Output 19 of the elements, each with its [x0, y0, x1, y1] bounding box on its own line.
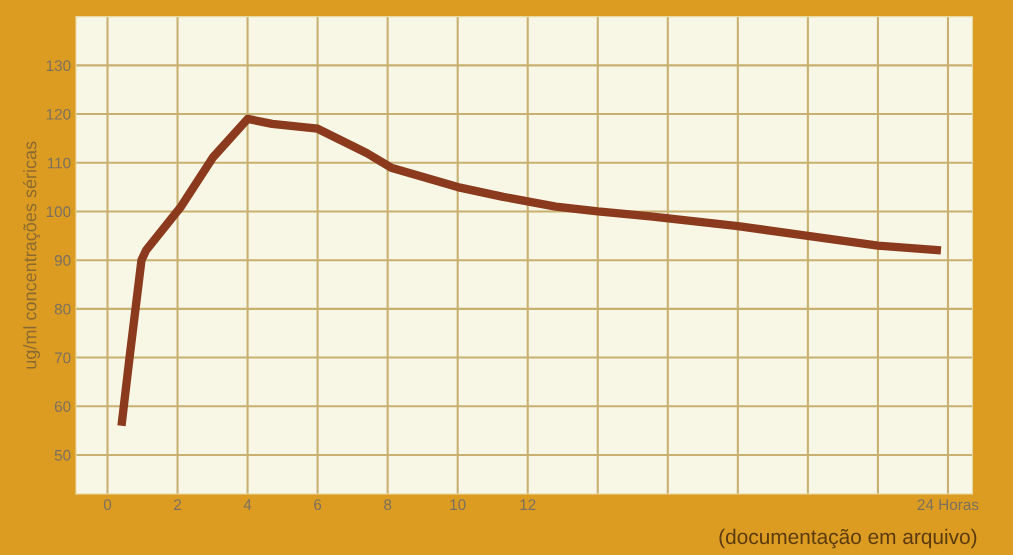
x-tick-label: 12 — [520, 499, 536, 510]
x-tick-label: 8 — [384, 499, 392, 511]
x-tick-label: 6 — [314, 499, 322, 511]
y-tick-label: 70 — [54, 352, 71, 364]
x-tick-label: 4 — [243, 499, 252, 510]
y-tick-label: 100 — [46, 206, 71, 218]
y-axis-title: ug/ml concentrações séricas — [22, 141, 41, 369]
y-tick-label: 90 — [54, 255, 71, 266]
y-tick-label: 130 — [46, 60, 71, 72]
y-tick-label: 110 — [47, 157, 71, 169]
text: (documentação em arquivo) — [719, 528, 977, 549]
x-tick-label: 0 — [103, 499, 112, 511]
x-tick-label: 2 — [174, 499, 182, 510]
y-tick-label: 60 — [54, 401, 71, 412]
x-tick-label: 10 — [450, 499, 466, 511]
y-tick-label: 120 — [46, 108, 71, 120]
y-tick-label: 50 — [54, 449, 71, 461]
y-tick-label: 80 — [54, 303, 71, 315]
x-tick-label: 24 Horas — [917, 499, 979, 511]
